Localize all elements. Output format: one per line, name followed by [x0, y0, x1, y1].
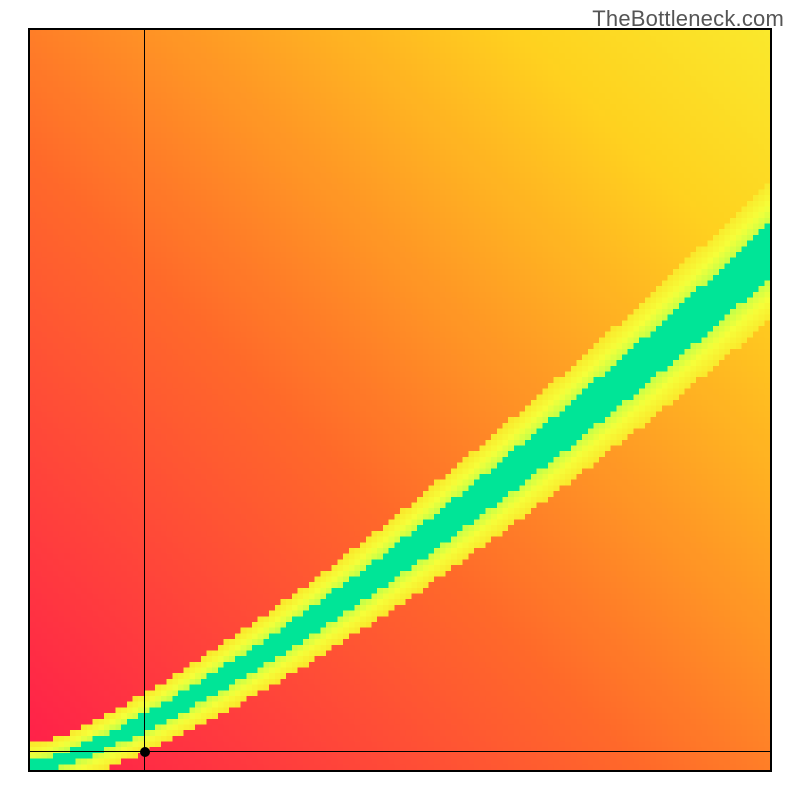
- heatmap-canvas: [30, 30, 770, 770]
- crosshair-vertical: [144, 30, 145, 770]
- watermark-text: TheBottleneck.com: [592, 6, 784, 32]
- crosshair-marker: [140, 747, 150, 757]
